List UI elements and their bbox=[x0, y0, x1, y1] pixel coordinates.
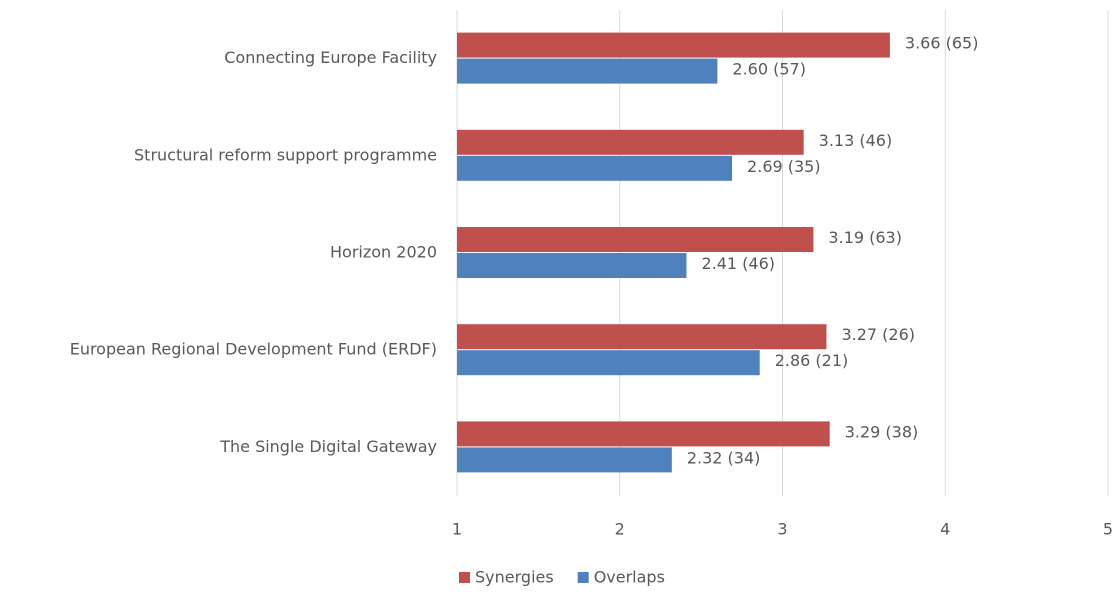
legend-label: Overlaps bbox=[594, 568, 665, 587]
bar bbox=[457, 350, 760, 376]
bar bbox=[457, 227, 814, 252]
data-label: 2.60 (57) bbox=[732, 60, 806, 79]
data-label: 3.27 (26) bbox=[841, 325, 915, 344]
data-label: 3.13 (46) bbox=[819, 131, 893, 150]
y-tick-label: European Regional Development Fund (ERDF… bbox=[70, 340, 437, 359]
legend-swatch bbox=[577, 572, 589, 583]
y-tick-label: Structural reform support programme bbox=[134, 145, 437, 164]
x-tick-label: 5 bbox=[1103, 520, 1113, 539]
data-label: 3.29 (38) bbox=[845, 422, 919, 441]
data-label: 2.32 (34) bbox=[687, 448, 761, 467]
y-tick-label: Horizon 2020 bbox=[330, 243, 437, 262]
data-label: 2.69 (35) bbox=[747, 157, 821, 176]
data-label: 3.19 (63) bbox=[828, 228, 902, 247]
legend-swatch bbox=[459, 572, 470, 583]
bar bbox=[457, 447, 672, 473]
bar bbox=[457, 324, 827, 350]
x-tick-label: 1 bbox=[452, 520, 462, 539]
y-tick-label: The Single Digital Gateway bbox=[219, 437, 437, 456]
bar bbox=[457, 129, 804, 155]
y-tick-label: Connecting Europe Facility bbox=[224, 48, 437, 67]
bar bbox=[457, 421, 830, 447]
data-label: 3.66 (65) bbox=[905, 34, 979, 53]
x-tick-label: 4 bbox=[940, 520, 950, 539]
legend-label: Synergies bbox=[475, 568, 554, 587]
data-label: 2.86 (21) bbox=[775, 351, 849, 370]
bar bbox=[457, 253, 687, 278]
data-label: 2.41 (46) bbox=[701, 254, 775, 273]
x-tick-label: 3 bbox=[777, 520, 787, 539]
bar bbox=[457, 58, 718, 84]
bar bbox=[457, 155, 733, 181]
bar bbox=[457, 32, 890, 58]
x-tick-label: 2 bbox=[615, 520, 625, 539]
